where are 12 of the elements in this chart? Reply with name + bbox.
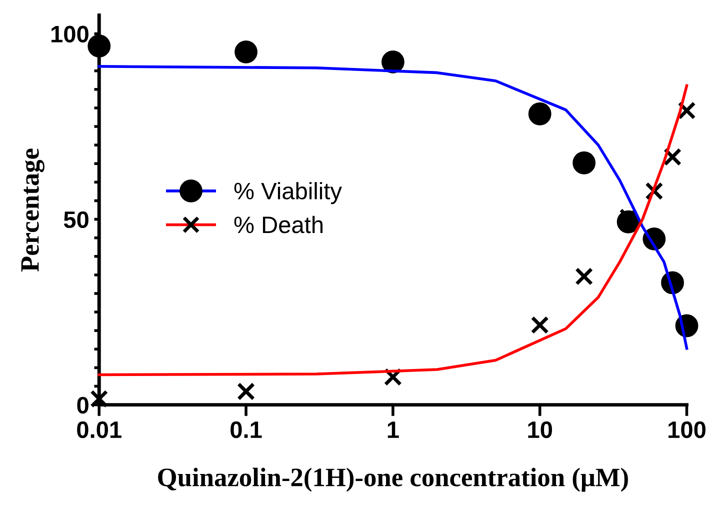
x-tick-label: 0.01 <box>77 421 122 438</box>
y-tick-label: 100 <box>51 26 88 43</box>
y-axis-title: Percentage <box>21 148 44 272</box>
x-tick-label: 1 <box>388 422 399 438</box>
x-tick-label: 0.1 <box>230 421 262 438</box>
legend-label: % Death <box>234 216 323 234</box>
x-axis-title: Quinazolin-2(1H)-one concentration (μM) <box>158 468 628 492</box>
legend-label: % Viability <box>234 182 342 204</box>
x-tick-label: 10 <box>528 421 552 438</box>
y-tick-label: 50 <box>64 211 88 228</box>
y-tick-label: 0 <box>77 396 88 414</box>
x-tick-label: 100 <box>668 421 706 438</box>
